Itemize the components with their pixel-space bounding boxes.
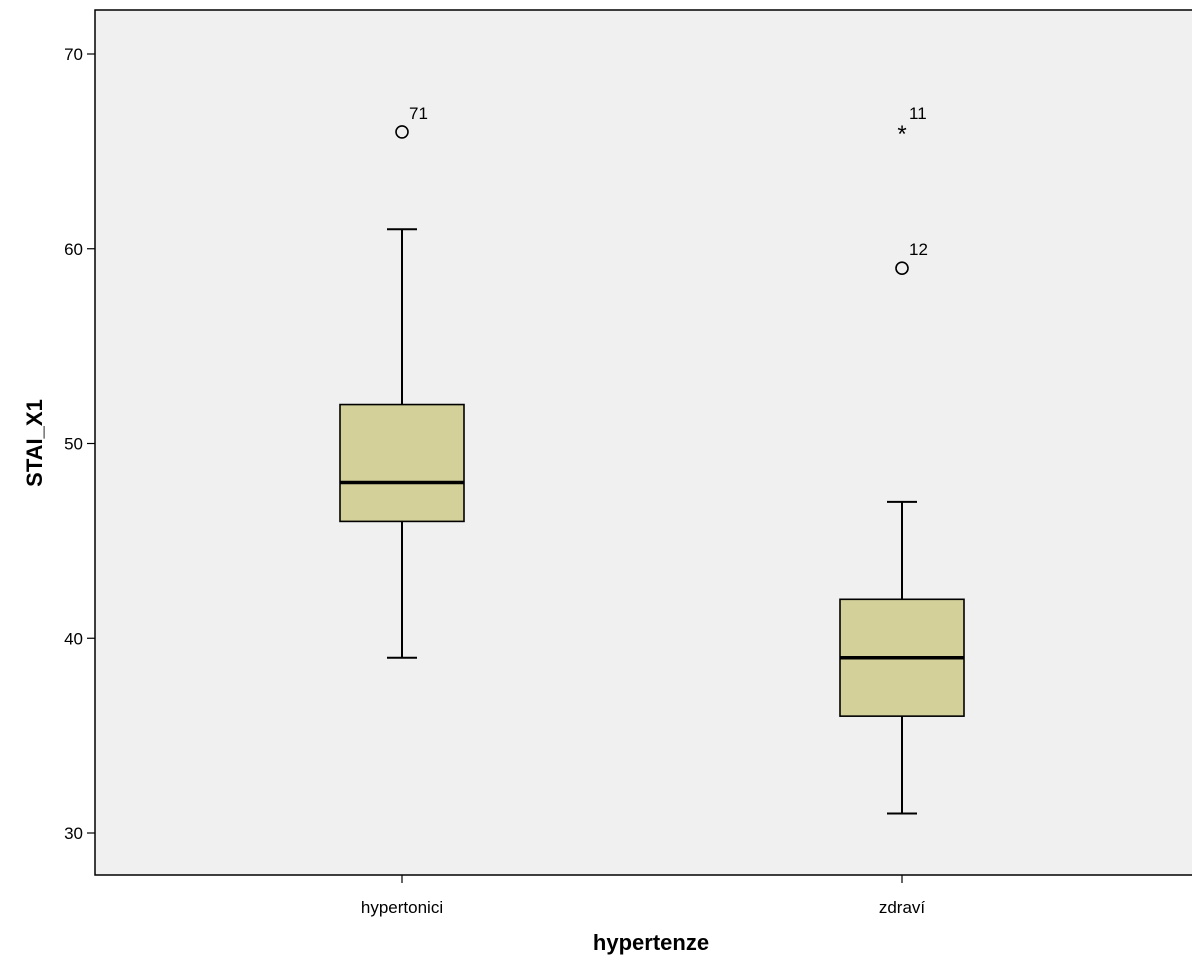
outlier-label: 12 (909, 240, 928, 259)
extreme-star: * (897, 121, 906, 148)
y-tick-label: 50 (64, 435, 83, 454)
x-tick-label: hypertonici (361, 898, 443, 917)
x-axis: hypertonici zdraví (361, 875, 926, 917)
y-tick-label: 70 (64, 45, 83, 64)
y-axis-label: STAI_X1 (22, 399, 47, 487)
outlier-label: 71 (409, 104, 428, 123)
iqr-box (339, 403, 465, 523)
box-hypertonici: 71 (339, 104, 465, 659)
x-tick-label: zdraví (879, 898, 926, 917)
y-tick-label: 60 (64, 240, 83, 259)
y-tick-label: 30 (64, 824, 83, 843)
y-tick-label: 40 (64, 629, 83, 648)
x-axis-label: hypertenze (593, 930, 709, 955)
boxes-group: 71 *11 12 (339, 104, 965, 815)
outlier-circle (895, 261, 909, 276)
y-axis: 30 40 50 60 70 (64, 45, 95, 843)
box-zdraví: *11 12 (839, 104, 965, 815)
plot-area (94, 9, 1192, 876)
outlier-circle (395, 125, 409, 139)
outlier-label: 11 (909, 104, 927, 123)
